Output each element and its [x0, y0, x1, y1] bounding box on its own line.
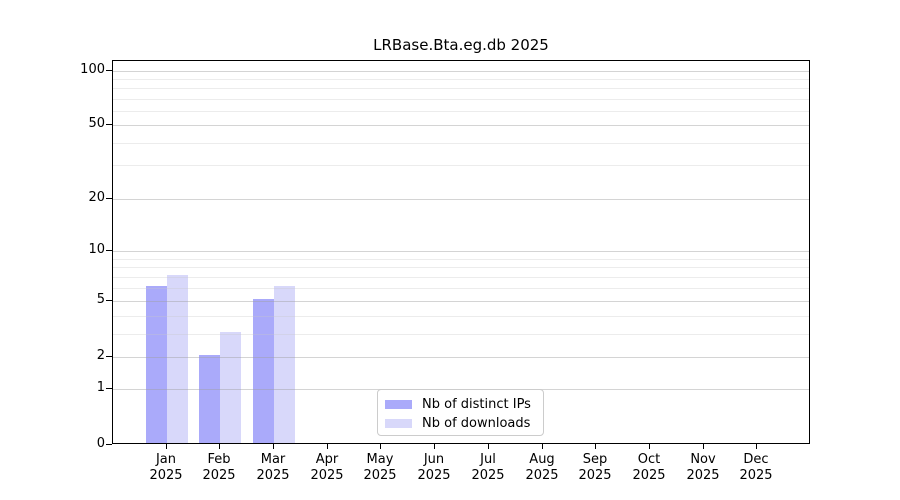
bar-downloads-jan [167, 275, 188, 443]
x-tick-mark-sep [595, 444, 596, 449]
x-tick-label-jan: Jan 2025 [131, 452, 201, 484]
y-tick-mark-100 [106, 70, 112, 71]
x-tick-mark-jul [488, 444, 489, 449]
y-tick-mark-20 [106, 198, 112, 199]
x-tick-mark-jan [166, 444, 167, 449]
x-tick-label-jun: Jun 2025 [399, 452, 469, 484]
plot-area [112, 60, 810, 444]
month-year: 2025 [632, 468, 666, 483]
y-tick-label-100: 100 [80, 62, 105, 77]
gridline-major-50 [113, 125, 809, 126]
month-name: Jul [480, 452, 496, 467]
month-year: 2025 [310, 468, 344, 483]
legend-swatch-distinct-ips [385, 400, 412, 409]
gridline-minor-90 [113, 79, 809, 80]
gridline-minor-4 [113, 316, 809, 317]
month-name: Aug [529, 452, 555, 467]
x-tick-mark-dec [756, 444, 757, 449]
month-year: 2025 [149, 468, 183, 483]
x-tick-mark-nov [703, 444, 704, 449]
x-tick-label-jul: Jul 2025 [453, 452, 523, 484]
x-tick-label-nov: Nov 2025 [668, 452, 738, 484]
y-tick-label-10: 10 [88, 242, 105, 257]
legend-label-downloads: Nb of downloads [422, 416, 531, 431]
gridline-minor-9 [113, 259, 809, 260]
x-tick-label-mar: Mar 2025 [238, 452, 308, 484]
x-tick-mark-aug [542, 444, 543, 449]
y-tick-label-20: 20 [88, 190, 105, 205]
x-tick-mark-apr [327, 444, 328, 449]
chart-title: LRBase.Bta.eg.db 2025 [373, 36, 549, 54]
month-year: 2025 [686, 468, 720, 483]
gridline-minor-80 [113, 88, 809, 89]
bar-downloads-mar [274, 286, 295, 443]
y-tick-label-0: 0 [96, 436, 105, 451]
y-tick-mark-50 [106, 124, 112, 125]
month-year: 2025 [578, 468, 612, 483]
y-tick-mark-2 [106, 356, 112, 357]
legend-label-distinct-ips: Nb of distinct IPs [422, 397, 531, 412]
y-tick-label-5: 5 [96, 292, 105, 307]
x-tick-label-aug: Aug 2025 [507, 452, 577, 484]
month-year: 2025 [739, 468, 773, 483]
legend-item-distinct-ips: Nb of distinct IPs [385, 395, 535, 414]
x-tick-label-oct: Oct 2025 [614, 452, 684, 484]
month-name: Dec [743, 452, 769, 467]
month-year: 2025 [471, 468, 505, 483]
month-name: Mar [260, 452, 286, 467]
x-tick-label-sep: Sep 2025 [560, 452, 630, 484]
x-tick-mark-jun [434, 444, 435, 449]
gridline-minor-70 [113, 99, 809, 100]
bar-downloads-feb [220, 332, 241, 443]
month-year: 2025 [202, 468, 236, 483]
x-tick-mark-oct [649, 444, 650, 449]
y-tick-mark-1 [106, 388, 112, 389]
y-tick-label-2: 2 [96, 348, 105, 363]
gridline-minor-60 [113, 111, 809, 112]
x-tick-mark-feb [219, 444, 220, 449]
bar-distinct-ips-mar [253, 299, 274, 443]
month-year: 2025 [417, 468, 451, 483]
x-tick-mark-mar [273, 444, 274, 449]
month-name: Sep [582, 452, 608, 467]
bar-distinct-ips-feb [199, 355, 220, 443]
month-name: Jan [155, 452, 177, 467]
bar-distinct-ips-jan [146, 286, 167, 443]
gridline-minor-8 [113, 267, 809, 268]
y-tick-label-50: 50 [88, 116, 105, 131]
x-tick-mark-may [380, 444, 381, 449]
gridline-minor-40 [113, 143, 809, 144]
month-name: Feb [207, 452, 231, 467]
x-tick-label-dec: Dec 2025 [721, 452, 791, 484]
month-name: Oct [637, 452, 661, 467]
y-tick-mark-10 [106, 250, 112, 251]
month-name: Nov [690, 452, 716, 467]
x-tick-label-apr: Apr 2025 [292, 452, 362, 484]
legend-swatch-downloads [385, 419, 412, 428]
gridline-minor-6 [113, 288, 809, 289]
month-name: Jun [423, 452, 445, 467]
gridline-major-2 [113, 357, 809, 358]
y-tick-mark-5 [106, 300, 112, 301]
gridline-major-10 [113, 251, 809, 252]
month-name: Apr [315, 452, 339, 467]
month-year: 2025 [525, 468, 559, 483]
legend: Nb of distinct IPs Nb of downloads [377, 389, 544, 436]
gridline-minor-3 [113, 334, 809, 335]
x-tick-label-may: May 2025 [345, 452, 415, 484]
month-year: 2025 [256, 468, 290, 483]
month-name: May [366, 452, 394, 467]
gridline-minor-30 [113, 165, 809, 166]
legend-item-downloads: Nb of downloads [385, 414, 535, 433]
gridline-major-20 [113, 199, 809, 200]
month-year: 2025 [363, 468, 397, 483]
x-tick-label-feb: Feb 2025 [184, 452, 254, 484]
gridline-minor-7 [113, 277, 809, 278]
y-tick-mark-0 [106, 444, 112, 445]
y-tick-label-1: 1 [96, 380, 105, 395]
gridline-major-5 [113, 301, 809, 302]
gridline-major-100 [113, 71, 809, 72]
